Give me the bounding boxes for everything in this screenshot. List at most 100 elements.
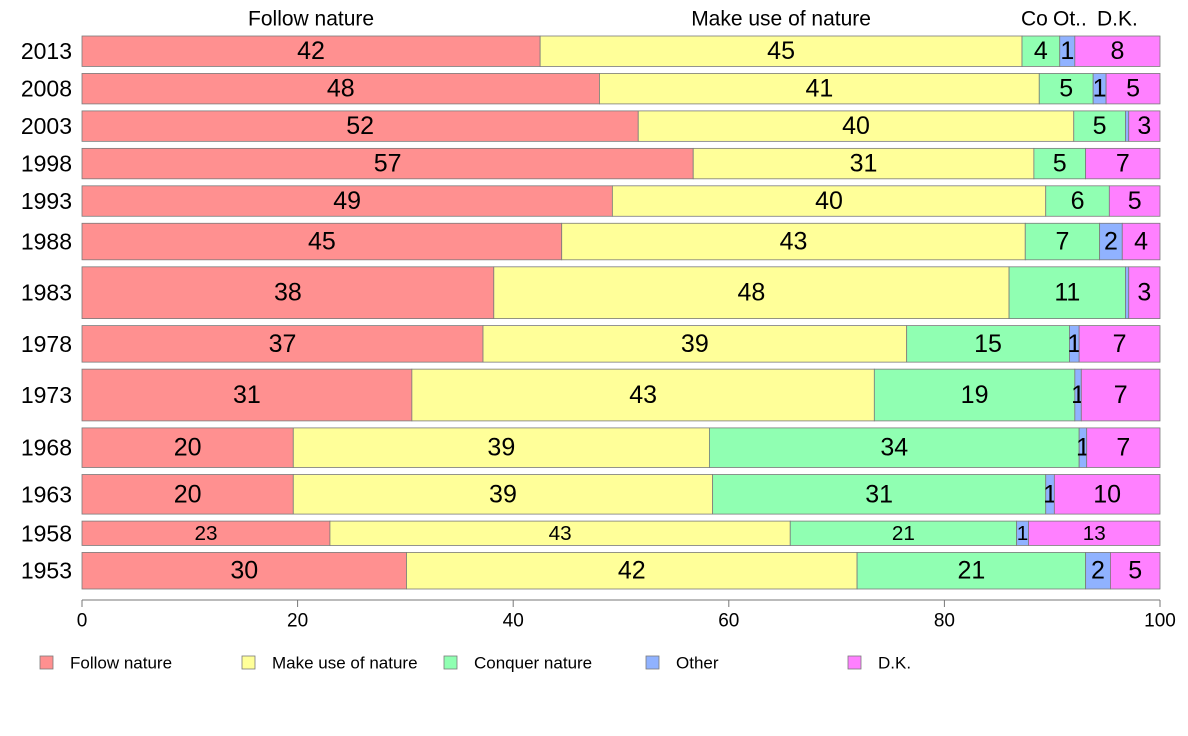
- legend-label: Make use of nature: [272, 654, 418, 673]
- category-label: 2013: [21, 38, 72, 64]
- data-label: 31: [233, 381, 261, 409]
- data-label: 19: [961, 381, 989, 409]
- data-label: 10: [1093, 480, 1121, 508]
- category-label: 2008: [21, 76, 72, 102]
- category-label: 1963: [21, 481, 72, 507]
- bars-group: 42 45 4 1 848 41 5 1 552 40 5 357 31 5 749 40 6 545 43 7 2 43…: [81, 35, 1161, 590]
- column-header: D.K.: [1097, 8, 1138, 31]
- data-label: 5: [1093, 112, 1107, 140]
- category-label: 1968: [21, 435, 72, 461]
- data-label: 21: [892, 522, 915, 545]
- data-label: 52: [346, 112, 374, 140]
- category-label: 1953: [21, 558, 72, 584]
- bar-segment: [81, 368, 413, 422]
- data-label: 40: [815, 187, 843, 215]
- data-label: 43: [629, 381, 657, 409]
- bar-segment: [611, 185, 1047, 217]
- x-tick-label: 20: [287, 611, 308, 632]
- data-label: 5: [1128, 557, 1142, 585]
- data-label: 31: [850, 150, 878, 178]
- x-tick-label: 100: [1144, 611, 1176, 632]
- column-header: Follow nature: [248, 8, 374, 31]
- data-label: 3: [1137, 279, 1151, 307]
- data-label: 20: [174, 434, 202, 462]
- bar-segment: [1080, 368, 1161, 422]
- bar-segment: [1108, 185, 1161, 217]
- data-label: 3: [1137, 112, 1151, 140]
- bar-segment: [1125, 266, 1130, 319]
- legend-label: D.K.: [878, 654, 911, 673]
- bar-segment: [712, 474, 1047, 515]
- bar-segment: [1053, 474, 1161, 515]
- data-label: 37: [269, 330, 297, 358]
- bar-segment: [81, 147, 694, 180]
- data-label: 21: [957, 557, 985, 585]
- data-label: 13: [1083, 522, 1106, 545]
- data-label: 5: [1128, 187, 1142, 215]
- data-label: 1: [1060, 37, 1074, 65]
- bar-segment: [1028, 520, 1161, 546]
- category-label: 1958: [21, 520, 72, 546]
- bar-segment: [1105, 73, 1161, 105]
- bar-segment: [1024, 222, 1101, 261]
- bar-segment: [1085, 147, 1161, 180]
- data-label: 15: [974, 330, 1002, 358]
- data-label: 57: [374, 150, 402, 178]
- bar-segment: [493, 266, 1010, 319]
- legend-label: Conquer nature: [474, 654, 592, 673]
- x-tick-label: 40: [503, 611, 524, 632]
- bar-segment: [1008, 266, 1126, 319]
- data-label: 6: [1071, 187, 1085, 215]
- data-label: 1: [1067, 330, 1081, 358]
- x-axis: 0 20 40 60 80 100: [77, 599, 1176, 632]
- legend-swatch: [645, 655, 660, 670]
- x-tick-label: 0: [77, 611, 88, 632]
- data-label: 43: [549, 522, 572, 545]
- data-label: 42: [297, 37, 325, 65]
- data-label: 20: [174, 480, 202, 508]
- data-label: 7: [1114, 381, 1128, 409]
- bar-segment: [789, 520, 1018, 546]
- bar-segment: [482, 325, 908, 363]
- data-label: 31: [865, 480, 893, 508]
- data-label: 30: [230, 557, 258, 585]
- data-label: 7: [1116, 150, 1130, 178]
- data-label: 42: [618, 557, 646, 585]
- data-label: 1: [1093, 75, 1107, 103]
- data-label: 7: [1113, 330, 1127, 358]
- legend: Follow nature Make use of nature Conquer n…: [39, 654, 911, 673]
- data-label: 41: [805, 75, 833, 103]
- data-label: 48: [327, 75, 355, 103]
- data-label: 2: [1091, 557, 1105, 585]
- category-label: 1988: [21, 229, 72, 255]
- bar-segment: [1110, 552, 1161, 590]
- category-label: 1998: [21, 151, 72, 177]
- data-label: 49: [333, 187, 361, 215]
- bar-segment: [856, 552, 1087, 590]
- bar-segment: [81, 73, 600, 105]
- category-label: 1983: [21, 280, 72, 306]
- data-label: 5: [1053, 150, 1067, 178]
- legend-label: Other: [676, 654, 719, 673]
- data-label: 4: [1134, 228, 1148, 256]
- data-label: 39: [489, 480, 517, 508]
- legend-swatch: [39, 655, 54, 670]
- data-label: 34: [880, 434, 908, 462]
- bar-segment: [81, 222, 563, 261]
- legend-swatch: [847, 655, 862, 670]
- legend-swatch: [241, 655, 256, 670]
- data-label: 45: [308, 228, 336, 256]
- bar-segment: [81, 110, 639, 142]
- column-header: Co: [1021, 8, 1048, 31]
- bar-segment: [692, 147, 1035, 180]
- data-label: 39: [487, 434, 515, 462]
- data-label: 43: [780, 228, 808, 256]
- data-label: 1: [1017, 522, 1029, 545]
- bar-segment: [1074, 35, 1161, 67]
- bar-segment: [81, 266, 495, 319]
- category-label: 2003: [21, 113, 72, 139]
- data-label: 1: [1043, 480, 1057, 508]
- column-header: Ot..: [1053, 8, 1087, 31]
- bar-segment: [708, 427, 1080, 468]
- column-header: Make use of nature: [691, 8, 871, 31]
